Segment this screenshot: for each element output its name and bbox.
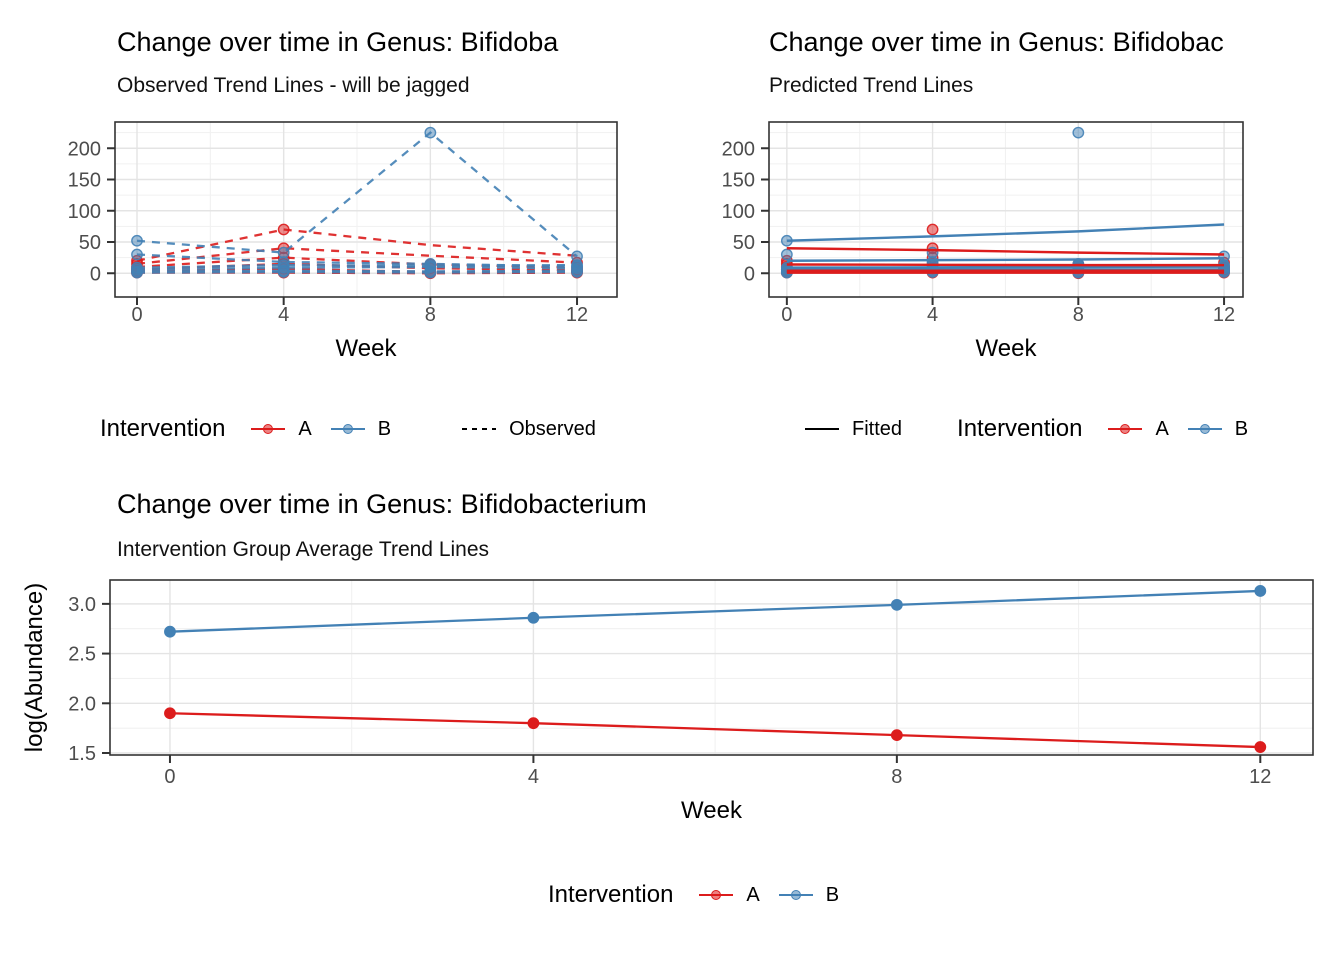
legend-title: Intervention — [548, 881, 674, 908]
svg-text:4: 4 — [528, 766, 539, 788]
predicted-chart-title: Change over time in Genus: Bifidobac — [769, 27, 1224, 57]
svg-text:150: 150 — [68, 170, 101, 192]
svg-text:0: 0 — [781, 304, 792, 326]
svg-text:100: 100 — [68, 201, 101, 223]
legend-key-a-icon — [1108, 422, 1143, 436]
svg-text:50: 50 — [733, 232, 755, 254]
svg-text:12: 12 — [1213, 304, 1235, 326]
svg-text:8: 8 — [1073, 304, 1084, 326]
legend-label-a: A — [746, 883, 760, 906]
svg-text:50: 50 — [79, 232, 101, 254]
average-chart-subtitle: Intervention Group Average Trend Lines — [117, 538, 490, 561]
legend-key-observed-icon — [462, 422, 497, 436]
svg-text:4: 4 — [278, 304, 289, 326]
predicted-plot: 0 4 8 12 0 50 100 150 200 Week — [722, 121, 1244, 362]
legend-label-b: B — [1234, 417, 1249, 440]
legend-key-b-icon — [330, 422, 365, 436]
observed-chart-subtitle: Observed Trend Lines - will be jagged — [117, 74, 470, 97]
predicted-legend: Fitted Intervention A B — [805, 414, 1267, 444]
svg-text:100: 100 — [722, 201, 755, 223]
predicted-chart-subtitle: Predicted Trend Lines — [769, 74, 974, 97]
svg-text:200: 200 — [722, 138, 755, 160]
observed-plot: 0 4 8 12 0 50 100 150 200 Week — [68, 121, 618, 362]
svg-text:0: 0 — [131, 304, 142, 326]
svg-text:2.5: 2.5 — [68, 644, 96, 666]
legend-key-a-icon — [251, 422, 286, 436]
svg-text:2.0: 2.0 — [68, 693, 96, 715]
svg-text:log(Abundance): log(Abundance) — [21, 583, 48, 752]
average-plot: 0 4 8 12 1.5 2.0 2.5 3.0 Week log(Abundance) — [21, 579, 1314, 824]
legend-label-observed: Observed — [509, 417, 596, 440]
legend-label-b: B — [825, 883, 840, 906]
legend-key-b-icon — [1187, 422, 1222, 436]
svg-text:12: 12 — [566, 304, 588, 326]
svg-text:200: 200 — [68, 138, 101, 160]
legend-key-a-icon — [699, 888, 734, 902]
legend-key-fitted-icon — [805, 422, 839, 436]
legend-title: Intervention — [100, 415, 226, 442]
svg-text:12: 12 — [1249, 766, 1271, 788]
legend-title: Intervention — [957, 415, 1083, 442]
svg-text:0: 0 — [90, 263, 101, 285]
legend-key-b-icon — [778, 888, 813, 902]
svg-text:8: 8 — [425, 304, 436, 326]
svg-text:4: 4 — [927, 304, 938, 326]
svg-text:Week: Week — [336, 335, 398, 362]
legend-label-a: A — [298, 417, 312, 440]
observed-chart-title: Change over time in Genus: Bifidoba — [117, 27, 559, 57]
legend-label-fitted: Fitted — [852, 417, 903, 440]
svg-text:Week: Week — [681, 797, 743, 824]
svg-text:0: 0 — [164, 766, 175, 788]
average-chart-title: Change over time in Genus: Bifidobacteri… — [117, 489, 647, 519]
legend-label-a: A — [1155, 417, 1169, 440]
svg-text:Week: Week — [976, 335, 1038, 362]
svg-text:8: 8 — [891, 766, 902, 788]
svg-text:3.0: 3.0 — [68, 594, 96, 616]
svg-text:1.5: 1.5 — [68, 743, 96, 765]
svg-text:0: 0 — [744, 263, 755, 285]
average-legend: Intervention A B — [548, 880, 858, 910]
legend-label-b: B — [377, 417, 392, 440]
svg-text:150: 150 — [722, 170, 755, 192]
observed-legend: Intervention A B Observed — [100, 414, 615, 444]
